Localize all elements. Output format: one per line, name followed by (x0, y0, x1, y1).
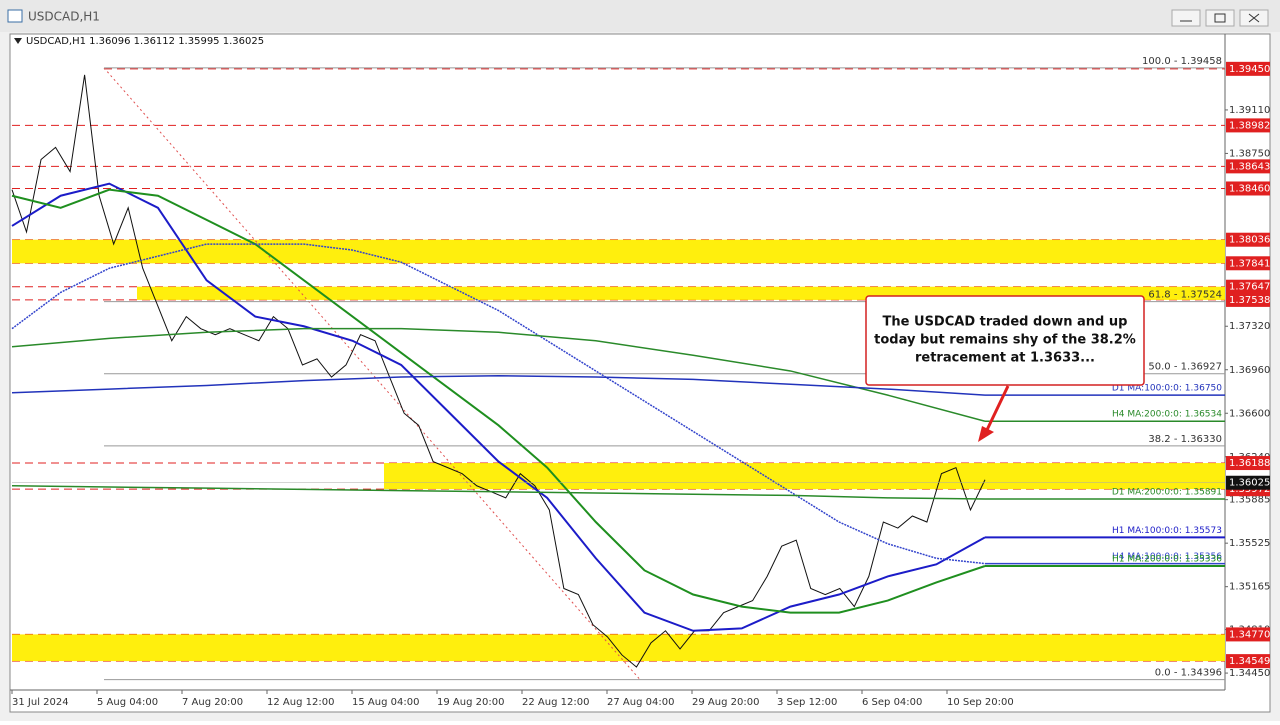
level-price-box (1226, 181, 1270, 196)
x-tick-label: 15 Aug 04:00 (352, 697, 419, 708)
current-price-box (1226, 475, 1270, 490)
level-price-box (1226, 61, 1270, 76)
fib-label: 0.0 - 1.34396 (1155, 668, 1222, 679)
level-price-label: 1.36188 (1229, 458, 1270, 469)
support-resistance-zone (384, 463, 1225, 490)
level-price-box (1226, 279, 1270, 294)
menu-triangle[interactable] (14, 38, 22, 44)
level-price-box (1226, 627, 1270, 642)
level-price-box (1226, 456, 1270, 471)
level-price-label: 1.38982 (1229, 120, 1270, 131)
moving-average (11, 375, 986, 396)
x-tick-label: 27 Aug 04:00 (607, 697, 674, 708)
annotation-text: The USDCAD traded down and up (883, 315, 1128, 330)
moving-average (11, 327, 986, 422)
level-price-label: 1.38036 (1229, 235, 1270, 246)
window-icon (7, 9, 23, 23)
moving-average (11, 182, 986, 632)
annotation-arrow (984, 385, 1010, 433)
level-price-box (1226, 232, 1270, 247)
minimize-button[interactable] (1171, 9, 1201, 27)
x-tick-label: 31 Jul 2024 (12, 697, 69, 708)
x-tick-label: 29 Aug 20:00 (692, 697, 759, 708)
x-tick-label: 12 Aug 12:00 (267, 697, 334, 708)
ma-label: D1 MA:100:0:0: 1.36750 (1112, 384, 1222, 394)
level-price-label: 1.34770 (1229, 629, 1270, 640)
price-line (11, 74, 986, 668)
x-tick-label: 6 Sep 04:00 (862, 697, 922, 708)
annotation-text: retracement at 1.3633... (915, 351, 1095, 366)
level-price-label: 1.38460 (1229, 183, 1270, 194)
x-tick-label: 5 Aug 04:00 (97, 697, 158, 708)
level-price-box (1226, 118, 1270, 133)
close-icon (1248, 13, 1260, 23)
moving-average (11, 243, 986, 565)
level-price-label: 1.37841 (1229, 258, 1270, 269)
level-price-box (1226, 292, 1270, 307)
window-title: USDCAD,H1 (28, 10, 100, 24)
annotation-arrowhead (978, 426, 994, 442)
y-tick-label: 1.38750 (1229, 148, 1270, 159)
y-tick-label: 1.39110 (1229, 105, 1270, 116)
moving-average (11, 485, 986, 500)
ma-label: H4 MA:100:0:0: 1.35356 (1112, 552, 1222, 562)
symbol-header: USDCAD,H1 1.36096 1.36112 1.35995 1.3602… (26, 36, 264, 47)
level-price-box (1226, 654, 1270, 669)
level-price-box (1226, 256, 1270, 271)
current-price-label: 1.36025 (1229, 478, 1270, 489)
level-price-label: 1.37538 (1229, 295, 1270, 306)
maximize-icon (1214, 13, 1226, 23)
ma-label: D1 MA:200:0:0: 1.35891 (1112, 487, 1222, 497)
fib-label: 100.0 - 1.39458 (1142, 56, 1222, 67)
y-tick-label: 1.35885 (1229, 495, 1270, 506)
x-tick-label: 10 Sep 20:00 (947, 697, 1014, 708)
level-price-label: 1.37647 (1229, 282, 1270, 293)
support-resistance-zone (12, 634, 1225, 662)
ma-label: H1 MA:100:0:0: 1.35573 (1112, 526, 1222, 536)
x-tick-label: 19 Aug 20:00 (437, 697, 504, 708)
fib-label: 38.2 - 1.36330 (1148, 434, 1222, 445)
annotation-text: today but remains shy of the 38.2% (874, 333, 1136, 348)
y-tick-label: 1.34450 (1229, 668, 1270, 679)
y-tick-label: 1.36600 (1229, 408, 1270, 419)
level-price-label: 1.34549 (1229, 656, 1270, 667)
maximize-button[interactable] (1205, 9, 1235, 27)
y-tick-label: 1.36960 (1229, 365, 1270, 376)
title-bar (0, 0, 1280, 32)
y-tick-label: 1.35525 (1229, 538, 1270, 549)
ma-label: H4 MA:200:0:0: 1.36534 (1112, 410, 1222, 420)
level-price-box (1226, 159, 1270, 174)
fib-label: 50.0 - 1.36927 (1148, 362, 1222, 373)
x-tick-label: 7 Aug 20:00 (182, 697, 243, 708)
moving-average (11, 188, 986, 614)
level-price-label: 1.38643 (1229, 161, 1270, 172)
ma-label: H1 MA:200:0:0: 1.35336 (1112, 555, 1222, 565)
x-tick-label: 3 Sep 12:00 (777, 697, 837, 708)
y-tick-label: 1.35165 (1229, 582, 1270, 593)
y-tick-label: 1.37320 (1229, 321, 1270, 332)
annotation-box (865, 295, 1145, 386)
x-tick-label: 22 Aug 12:00 (522, 697, 589, 708)
fib-label: 61.8 - 1.37524 (1148, 290, 1222, 301)
level-price-label: 1.39450 (1229, 64, 1270, 75)
